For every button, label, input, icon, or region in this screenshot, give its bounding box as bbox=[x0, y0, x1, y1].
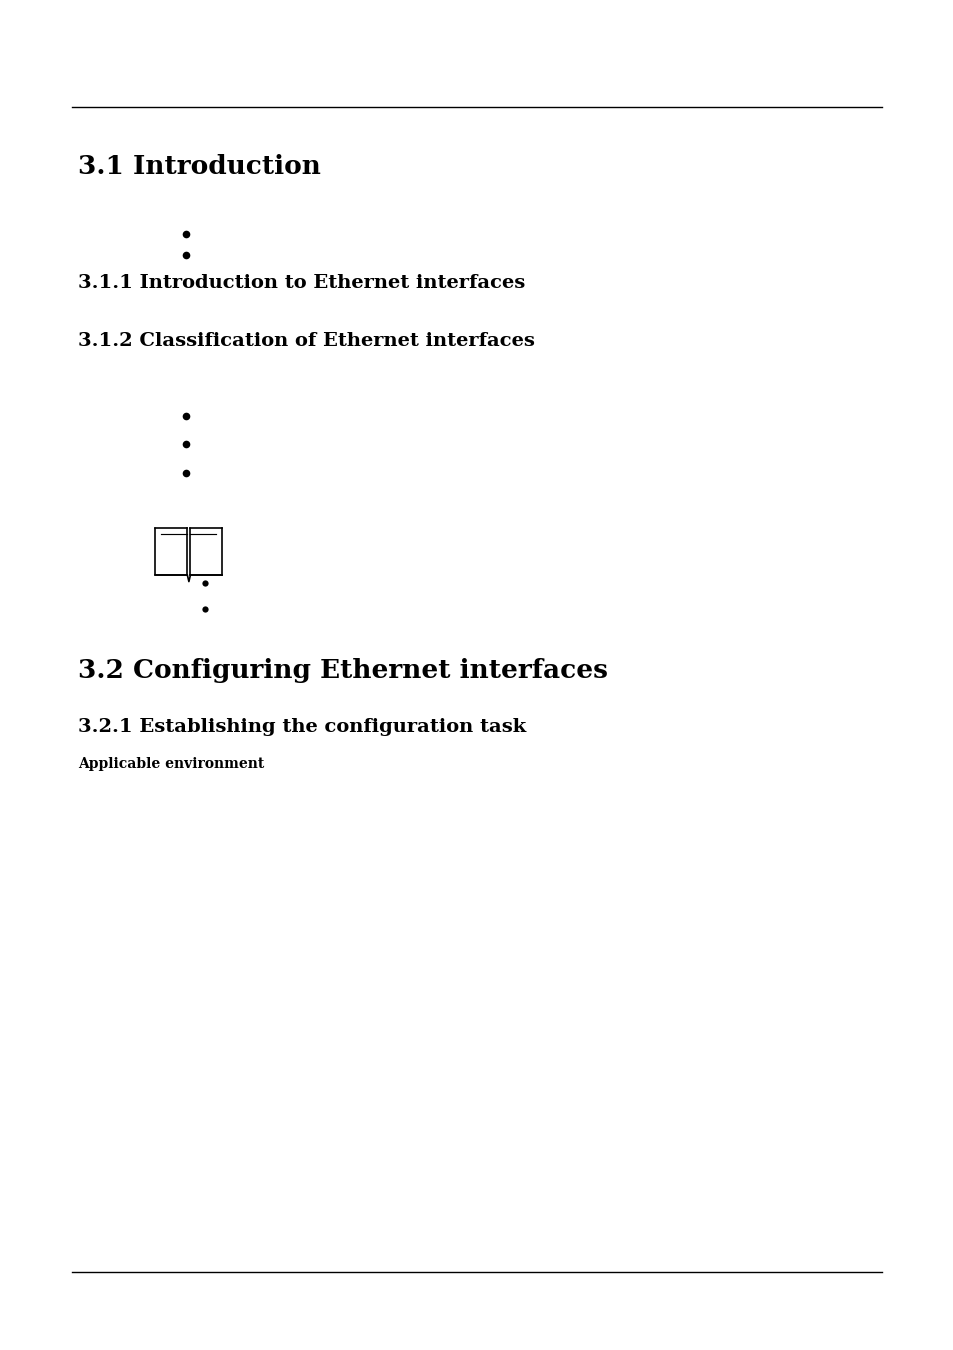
Text: 3.1.1 Introduction to Ethernet interfaces: 3.1.1 Introduction to Ethernet interface… bbox=[78, 274, 525, 292]
Text: 3.2 Configuring Ethernet interfaces: 3.2 Configuring Ethernet interfaces bbox=[78, 657, 608, 683]
Text: 3.1 Introduction: 3.1 Introduction bbox=[78, 154, 321, 180]
Text: 3.2.1 Establishing the configuration task: 3.2.1 Establishing the configuration tas… bbox=[78, 718, 526, 736]
Text: 3.1.2 Classification of Ethernet interfaces: 3.1.2 Classification of Ethernet interfa… bbox=[78, 332, 535, 350]
Text: Applicable environment: Applicable environment bbox=[78, 757, 264, 771]
